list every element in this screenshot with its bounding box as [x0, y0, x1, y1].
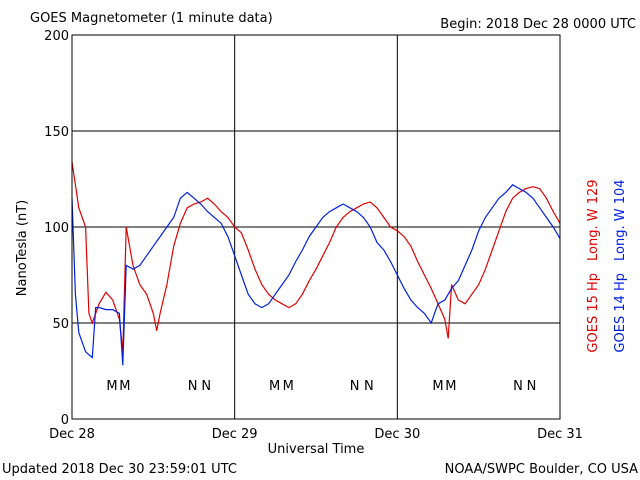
- y-axis-label: NanoTesla (nT): [15, 200, 30, 296]
- event-marker: M: [283, 379, 294, 394]
- event-marker: M: [119, 379, 130, 394]
- event-marker: N: [350, 379, 360, 394]
- event-marker: N: [513, 379, 523, 394]
- event-marker: M: [445, 379, 456, 394]
- legend-longitude: Long. W 129: [586, 179, 601, 261]
- y-tick-label: 100: [44, 221, 69, 236]
- y-tick-label: 150: [44, 125, 69, 140]
- legend-name: GOES 14 Hp: [613, 273, 628, 353]
- series-line: [71, 161, 561, 352]
- event-marker: M: [269, 379, 280, 394]
- x-tick-label: Dec 28: [49, 427, 95, 442]
- x-tick-label: Dec 30: [374, 427, 420, 442]
- begin-time: Begin: 2018 Dec 28 0000 UTC: [440, 17, 636, 32]
- x-tick-label: Dec 31: [537, 427, 583, 442]
- chart-title: GOES Magnetometer (1 minute data): [30, 11, 273, 26]
- credit: NOAA/SWPC Boulder, CO USA: [445, 462, 638, 477]
- series-line: [71, 184, 561, 366]
- event-marker: N: [201, 379, 211, 394]
- plot-frame: [71, 34, 561, 420]
- y-tick-label: 50: [52, 317, 69, 332]
- legend-name: GOES 15 Hp: [586, 273, 601, 353]
- updated-time: Updated 2018 Dec 30 23:59:01 UTC: [2, 462, 237, 477]
- x-axis-label: Universal Time: [268, 442, 365, 457]
- event-marker: N: [188, 379, 198, 394]
- y-tick-label: 0: [61, 413, 69, 428]
- event-marker: N: [364, 379, 374, 394]
- legend-entry: GOES 14 Hp Long. W 104: [613, 179, 628, 352]
- event-marker: M: [432, 379, 443, 394]
- y-tick-label: 200: [44, 29, 69, 44]
- x-tick-label: Dec 29: [212, 427, 258, 442]
- event-marker: N: [527, 379, 537, 394]
- event-marker: M: [106, 379, 117, 394]
- legend-longitude: Long. W 104: [613, 179, 628, 261]
- legend-entry: GOES 15 Hp Long. W 129: [586, 179, 601, 352]
